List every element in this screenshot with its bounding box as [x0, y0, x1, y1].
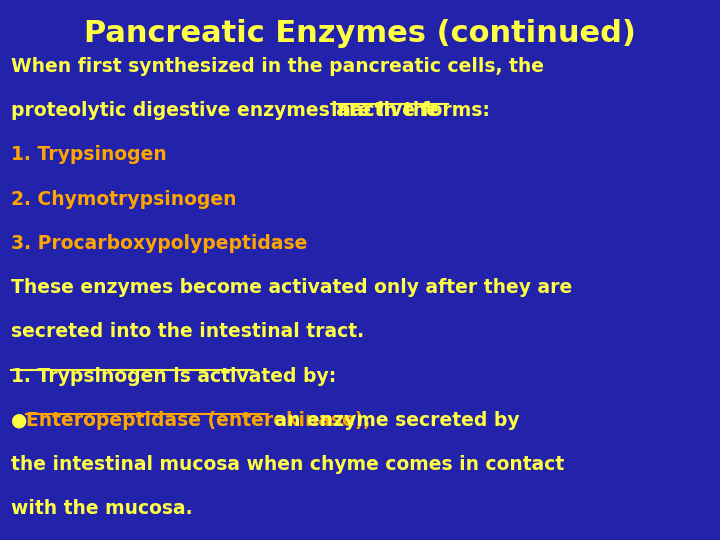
- Text: 2. Chymotrypsinogen: 2. Chymotrypsinogen: [11, 190, 236, 208]
- Text: ●: ●: [11, 411, 34, 430]
- Text: Pancreatic Enzymes (continued): Pancreatic Enzymes (continued): [84, 19, 636, 48]
- Text: with the mucosa.: with the mucosa.: [11, 500, 192, 518]
- Text: inactive forms:: inactive forms:: [330, 101, 490, 120]
- Text: When first synthesized in the pancreatic cells, the: When first synthesized in the pancreatic…: [11, 57, 544, 76]
- Text: Enteropeptidase (enterokinase),: Enteropeptidase (enterokinase),: [27, 411, 371, 430]
- Text: 1. Trypsinogen is activated by:: 1. Trypsinogen is activated by:: [11, 367, 336, 386]
- Text: proteolytic digestive enzymes are in the: proteolytic digestive enzymes are in the: [11, 101, 445, 120]
- Text: an enzyme secreted by: an enzyme secreted by: [268, 411, 520, 430]
- Text: 1. Trypsinogen: 1. Trypsinogen: [11, 145, 166, 164]
- Text: secreted into the intestinal tract.: secreted into the intestinal tract.: [11, 322, 364, 341]
- Text: These enzymes become activated only after they are: These enzymes become activated only afte…: [11, 278, 572, 297]
- Text: the intestinal mucosa when chyme comes in contact: the intestinal mucosa when chyme comes i…: [11, 455, 564, 474]
- Text: 3. Procarboxypolypeptidase: 3. Procarboxypolypeptidase: [11, 234, 307, 253]
